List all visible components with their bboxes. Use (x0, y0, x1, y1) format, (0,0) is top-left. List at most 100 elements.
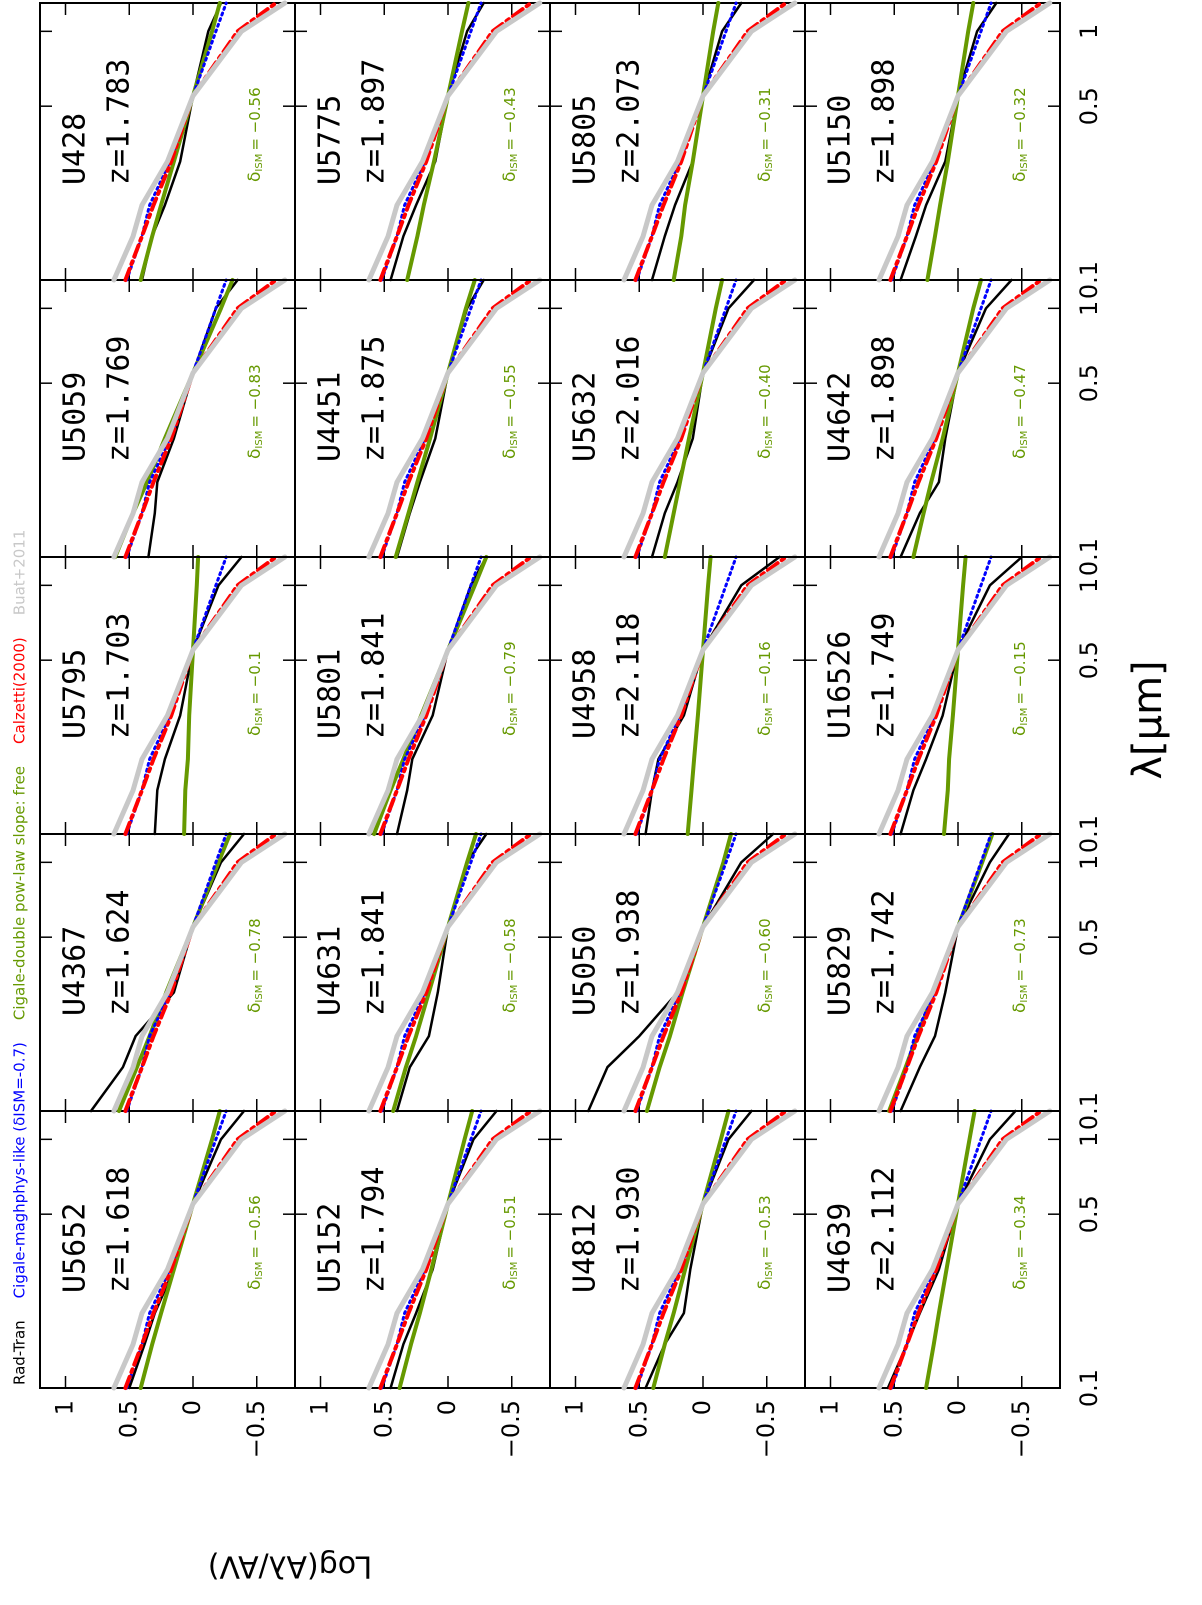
panel-redshift: z=1.618 (102, 1167, 137, 1293)
curve (888, 1, 1043, 282)
curve (942, 555, 968, 836)
delta-symbol: δ (245, 449, 265, 459)
delta-symbol: δ (500, 1280, 520, 1290)
panel-name: U5801 (313, 649, 348, 739)
delta-subscript: ISM (509, 708, 520, 726)
delta-symbol: δ (755, 1280, 775, 1290)
delta-annotation: δISM = −0.55 (500, 364, 520, 459)
panel-name: U5775 (313, 95, 348, 185)
curve (621, 831, 798, 1114)
panel-redshift: z=1.898 (867, 336, 902, 462)
curve (378, 555, 533, 836)
delta-symbol: δ (1010, 1280, 1030, 1290)
rotated-figure: λ[μm] Log(Aλ/AV) Rad-Tran Cigale-maghphys… (11, 0, 1171, 1584)
delta-annotation: δISM = −0.40 (755, 364, 775, 459)
delta-annotation: δISM = −0.47 (1010, 364, 1030, 459)
curve (876, 831, 1053, 1114)
curve (138, 1109, 222, 1390)
x-tick-label: 0.1 (1075, 815, 1103, 853)
delta-value: = −0.56 (246, 87, 264, 150)
curve (123, 1109, 278, 1390)
delta-value: = −0.51 (501, 1195, 519, 1258)
x-tick-label: 1 (1075, 855, 1103, 870)
panel-name: U4639 (823, 1203, 858, 1293)
delta-annotation: δISM = −0.1 (245, 651, 265, 736)
panel-name: U5152 (313, 1203, 348, 1293)
delta-subscript: ISM (764, 431, 775, 449)
panel-redshift: z=1.930 (612, 1167, 647, 1293)
delta-annotation: δISM = −0.16 (755, 641, 775, 736)
curve (391, 832, 478, 1113)
y-tick-label: 1 (306, 1400, 334, 1415)
curve (633, 832, 788, 1113)
panel-name: U4958 (568, 649, 603, 739)
delta-symbol: δ (500, 449, 520, 459)
delta-annotation: δISM = −0.31 (755, 87, 775, 182)
panel-name: U16526 (823, 631, 858, 739)
panel-name: U5050 (568, 926, 603, 1016)
panel-redshift: z=1.794 (357, 1167, 392, 1293)
curve (366, 554, 543, 837)
delta-subscript: ISM (1019, 431, 1030, 449)
curve (378, 1109, 533, 1390)
panel-name: U4642 (823, 372, 858, 462)
curve (123, 555, 278, 836)
curve (123, 832, 278, 1113)
legend-label: Rad-Tran (11, 1320, 29, 1385)
y-tick-label: 0 (433, 1400, 461, 1415)
delta-subscript: ISM (254, 431, 265, 449)
delta-value: = −0.16 (756, 641, 774, 704)
delta-symbol: δ (755, 172, 775, 182)
delta-value: = −0.78 (246, 918, 264, 981)
panel-name: U5829 (823, 926, 858, 1016)
x-tick-label: 0.1 (1075, 538, 1103, 576)
curve (138, 1, 222, 282)
curve (876, 1108, 1053, 1391)
curve (633, 1, 788, 282)
panel-redshift: z=2.112 (867, 1167, 902, 1293)
curve (621, 1108, 798, 1391)
panel-name: U5652 (58, 1203, 93, 1293)
curve (621, 277, 798, 560)
x-tick-label: 1 (1075, 578, 1103, 593)
panel-frame (804, 2, 1061, 281)
delta-symbol: δ (500, 726, 520, 736)
delta-value: = −0.43 (501, 87, 519, 150)
curve (621, 554, 798, 837)
delta-symbol: δ (245, 172, 265, 182)
panel-redshift: z=1.742 (867, 890, 902, 1016)
delta-symbol: δ (1010, 449, 1030, 459)
delta-annotation: δISM = −0.32 (1010, 87, 1030, 182)
curve (111, 1108, 288, 1391)
curve (888, 278, 1043, 559)
curve (366, 277, 543, 560)
curve (378, 832, 533, 1113)
y-tick-label: −0.5 (1007, 1400, 1035, 1458)
curve (876, 0, 1053, 283)
delta-subscript: ISM (1019, 708, 1030, 726)
legend-label: Buat+2011 (11, 530, 29, 616)
x-tick-label: 0.1 (1075, 261, 1103, 299)
curve (888, 555, 1043, 836)
curve (662, 278, 725, 559)
panel-redshift: z=1.898 (867, 59, 902, 185)
curve (378, 1, 533, 282)
y-tick-label: 1 (561, 1400, 589, 1415)
y-tick-label: −0.5 (752, 1400, 780, 1458)
delta-symbol: δ (755, 726, 775, 736)
y-tick-label: −0.5 (497, 1400, 525, 1458)
delta-annotation: δISM = −0.51 (500, 1195, 520, 1290)
legend-label: Cigale-maghphys-like (δISM=-0.7) (11, 1042, 29, 1298)
panel-name: U428 (58, 113, 93, 185)
curve (876, 277, 1053, 560)
delta-subscript: ISM (254, 154, 265, 172)
delta-value: = −0.32 (1011, 87, 1029, 150)
curve (650, 278, 756, 559)
curve (395, 555, 488, 836)
curve (393, 278, 477, 559)
panel-name: U4812 (568, 1203, 603, 1293)
delta-symbol: δ (1010, 1003, 1030, 1013)
x-tick-label: 0.5 (1075, 87, 1103, 125)
delta-value: = −0.47 (1011, 364, 1029, 427)
